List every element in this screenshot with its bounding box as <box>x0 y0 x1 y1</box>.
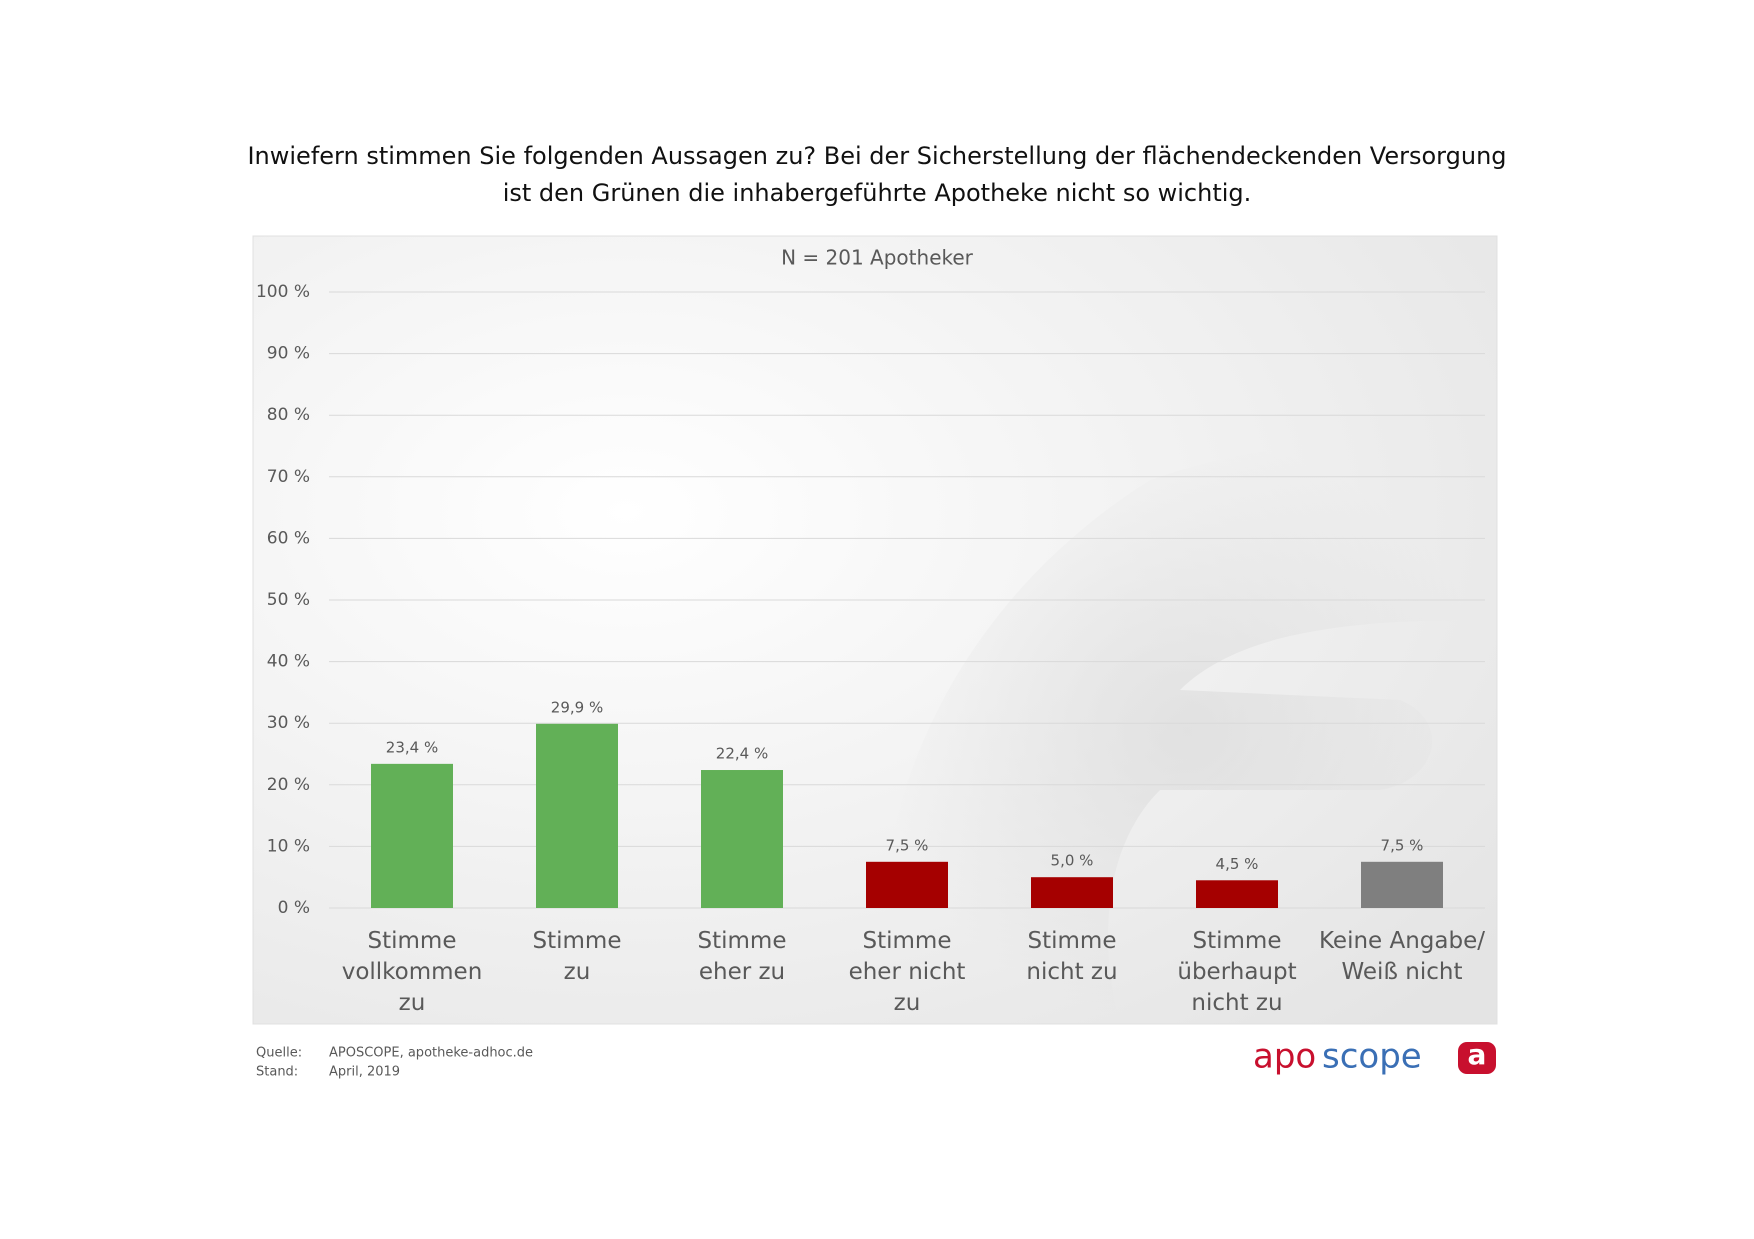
bar <box>536 723 618 908</box>
chart-subtitle: N = 201 Apotheker <box>781 246 974 270</box>
bar <box>371 763 453 908</box>
y-tick-label: 40 % <box>267 652 310 672</box>
value-label: 23,4 % <box>386 738 438 756</box>
y-tick-label: 20 % <box>267 775 310 795</box>
value-label: 4,5 % <box>1216 855 1259 873</box>
y-tick-label: 0 % <box>278 898 310 918</box>
y-tick-label: 90 % <box>267 344 310 364</box>
value-label: 22,4 % <box>716 745 768 763</box>
y-tick-label: 60 % <box>267 528 310 548</box>
source: APOSCOPE, apotheke-adhoc.de <box>329 1046 533 1061</box>
source-label: Quelle: <box>256 1046 302 1061</box>
x-tick-label: Stimme überhaupt nicht zu <box>1177 928 1296 1016</box>
bar <box>1196 880 1278 908</box>
bar <box>1031 877 1113 908</box>
logo-part: apo <box>1253 1037 1316 1077</box>
bar <box>1361 861 1443 908</box>
x-tick-label: Stimme vollkommen zu <box>342 928 483 1016</box>
bar <box>701 770 783 908</box>
y-tick-label: 70 % <box>267 467 310 487</box>
value-label: 29,9 % <box>551 698 603 716</box>
value-label: 7,5 % <box>1381 836 1424 854</box>
chart-title: Inwiefern stimmen Sie folgenden Aussagen… <box>247 142 1506 207</box>
date-label: Stand: <box>256 1065 298 1080</box>
y-tick-label: 30 % <box>267 713 310 733</box>
x-tick-label: Stimme eher zu <box>698 928 787 985</box>
logo-icon-box <box>1458 1042 1496 1074</box>
x-tick-label: Keine Angabe/Weiß nicht <box>1319 928 1485 985</box>
value-label: 7,5 % <box>886 836 929 854</box>
date: April, 2019 <box>329 1065 400 1080</box>
x-tick-label: Stimme nicht zu <box>1026 928 1117 985</box>
x-tick-label: Stimme eher nicht zu <box>849 928 966 1016</box>
logo-icon: a <box>1468 1038 1487 1071</box>
bar <box>866 861 948 908</box>
x-tick-label: Stimme zu <box>533 928 622 985</box>
y-tick-label: 50 % <box>267 590 310 610</box>
y-tick-label: 10 % <box>267 836 310 856</box>
value-label: 5,0 % <box>1051 852 1094 870</box>
logo-part: scope <box>1322 1037 1422 1077</box>
y-tick-label: 80 % <box>267 405 310 425</box>
y-tick-label: 100 % <box>256 282 310 302</box>
